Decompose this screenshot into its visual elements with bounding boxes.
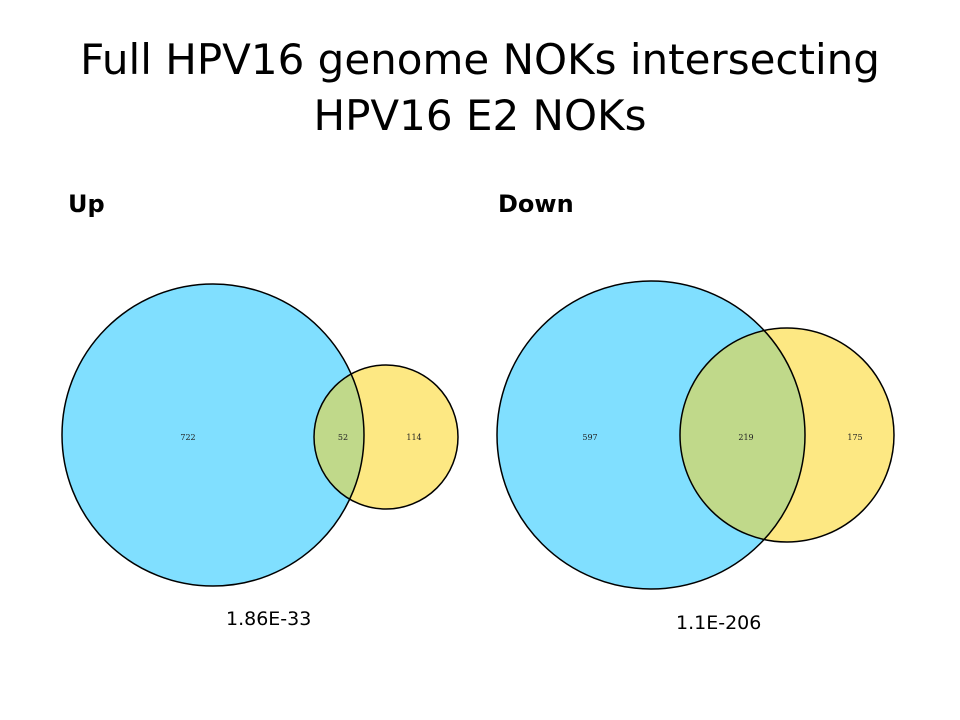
down-overlap-count: 219: [738, 433, 753, 442]
down-venn: 597 219 175: [496, 280, 895, 590]
down-right-only-count: 175: [847, 433, 862, 442]
up-right-only-count: 114: [406, 433, 421, 442]
down-panel-label: Down: [498, 190, 574, 218]
up-overlap-count: 52: [338, 433, 348, 442]
down-pvalue: 1.1E-206: [676, 612, 762, 634]
title-line-2: HPV16 E2 NOKs: [313, 91, 647, 140]
down-overlap-region: [680, 328, 805, 542]
down-set-a-outline: [496, 280, 806, 590]
up-panel-label: Up: [68, 190, 105, 218]
down-set-b-outline: [679, 327, 895, 543]
up-set-b-outline: [313, 364, 459, 510]
up-set-a-outline: [61, 283, 365, 587]
down-left-only-count: 597: [582, 433, 597, 442]
title-line-1: Full HPV16 genome NOKs intersecting: [80, 35, 880, 84]
up-left-only-count: 722: [180, 433, 195, 442]
up-venn: 722 52 114: [61, 283, 459, 587]
slide-title: Full HPV16 genome NOKs intersecting HPV1…: [0, 32, 960, 144]
up-set-a-circle: [62, 284, 364, 586]
up-pvalue: 1.86E-33: [226, 608, 312, 630]
